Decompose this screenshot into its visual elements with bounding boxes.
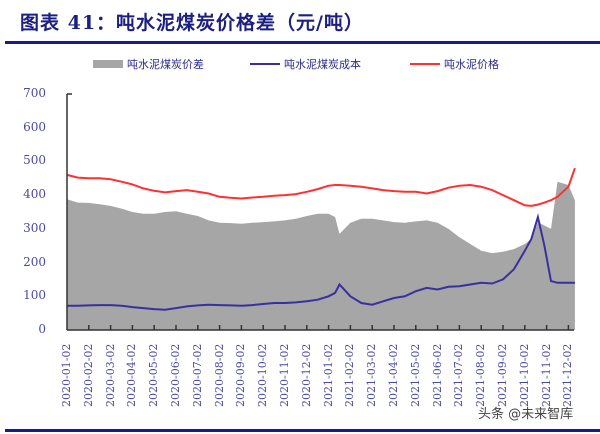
title-divider bbox=[5, 41, 600, 44]
y-tick-label: 300 bbox=[23, 220, 46, 235]
legend-swatch-line bbox=[410, 63, 440, 65]
legend-item-cement-price: 吨水泥价格 bbox=[410, 56, 499, 72]
watermark: 头条 @未来智库 bbox=[478, 407, 574, 422]
cement-price-line bbox=[66, 167, 576, 207]
legend-label: 吨水泥价格 bbox=[444, 58, 499, 71]
legend-item-coal-cost: 吨水泥煤炭成本 bbox=[250, 56, 361, 72]
coal-cost-line bbox=[67, 213, 575, 311]
legend-label: 吨水泥煤炭价差 bbox=[127, 58, 204, 71]
spread-area bbox=[67, 181, 575, 330]
y-tick-label: 0 bbox=[38, 322, 46, 336]
legend-swatch-area bbox=[93, 60, 123, 68]
chart-legend: 吨水泥煤炭价差 吨水泥煤炭成本 吨水泥价格 bbox=[0, 56, 600, 72]
y-tick-label: 100 bbox=[23, 288, 46, 303]
y-tick-label: 200 bbox=[23, 254, 46, 269]
chart-title: 图表 41：吨水泥煤炭价格差（元/吨） bbox=[20, 12, 364, 34]
legend-item-spread: 吨水泥煤炭价差 bbox=[93, 56, 204, 72]
y-tick-label: 400 bbox=[23, 187, 46, 202]
y-tick-label: 600 bbox=[23, 119, 46, 134]
y-tick-label: 700 bbox=[23, 86, 46, 100]
legend-swatch-line bbox=[250, 63, 280, 65]
x-axis-ticks bbox=[88, 325, 570, 330]
legend-label: 吨水泥煤炭成本 bbox=[284, 58, 361, 71]
bottom-divider bbox=[5, 429, 600, 432]
y-tick-label: 500 bbox=[23, 153, 46, 168]
